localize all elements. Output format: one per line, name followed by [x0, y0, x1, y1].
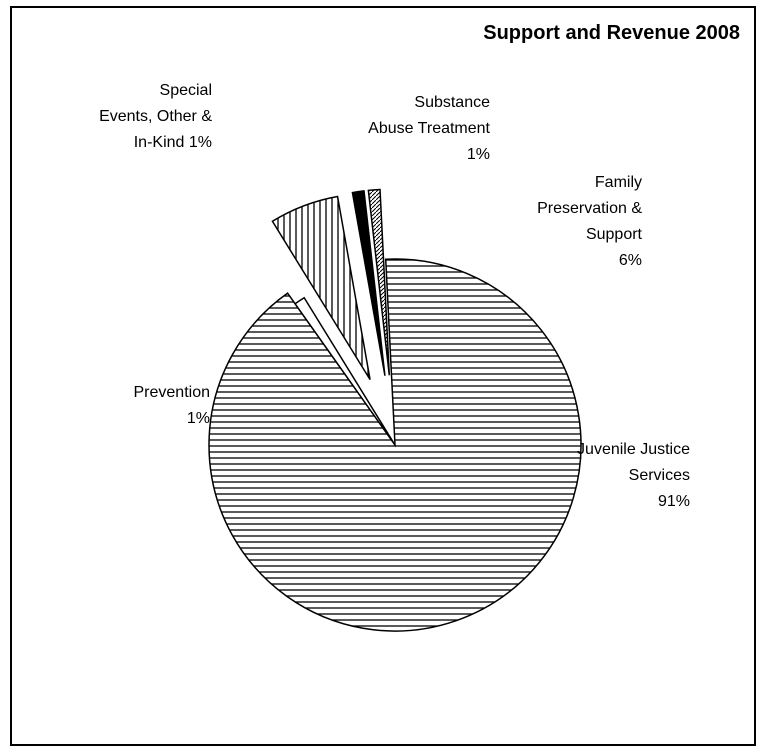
slice-label-juvenile-justice: Juvenile Justice Services 91%	[520, 437, 690, 515]
pie-slice-prevention	[294, 296, 396, 446]
label-line: Preservation &	[537, 200, 642, 217]
slice-label-substance-abuse: Substance Abuse Treatment 1%	[340, 90, 490, 168]
label-line: Juvenile Justice	[577, 441, 690, 458]
label-line: 1%	[186, 410, 210, 427]
label-line: 1%	[466, 146, 490, 163]
pie-slice-family-preservation-support	[271, 195, 371, 380]
pie-slice-juvenile-justice-services	[208, 258, 582, 632]
label-line: Events, Other &	[99, 108, 212, 125]
label-line: Services	[628, 467, 690, 484]
pie-slice-substance-abuse-treatment	[367, 188, 391, 376]
label-line: Prevention	[133, 384, 211, 401]
label-line: Support	[585, 226, 642, 243]
label-line: Special	[159, 82, 212, 99]
label-line: In-Kind 1%	[133, 134, 212, 151]
label-line: 91%	[657, 493, 690, 510]
pie-slice-special-events-other-in-kind	[351, 190, 386, 376]
label-line: Substance	[414, 94, 490, 111]
slice-label-family-preservation: Family Preservation & Support 6%	[510, 170, 642, 274]
label-line: Abuse Treatment	[368, 120, 490, 137]
chart-title: Support and Revenue 2008	[483, 22, 740, 44]
slice-label-prevention: Prevention 1%	[80, 380, 211, 432]
slice-label-special-events: Special Events, Other & In-Kind 1%	[60, 78, 212, 156]
label-line: Family	[594, 174, 642, 191]
label-line: 6%	[618, 252, 642, 269]
